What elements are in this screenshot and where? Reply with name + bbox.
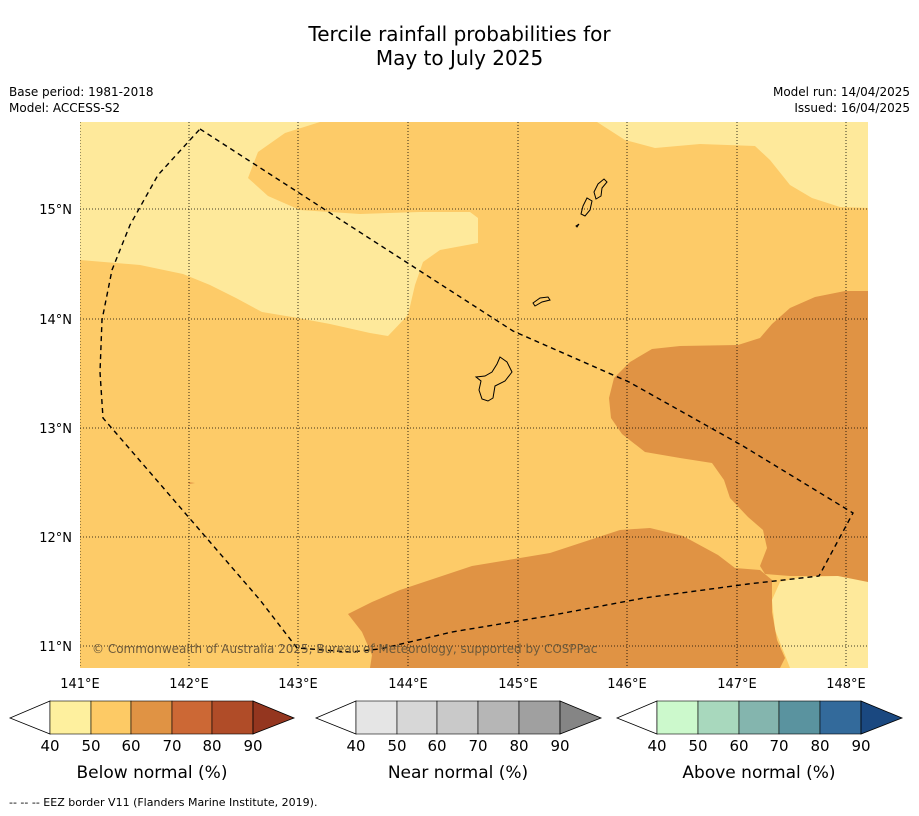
legend-tick: 90 (550, 737, 569, 755)
legend-tick: 90 (243, 737, 262, 755)
island-saipan (593, 178, 608, 200)
lat-label: 11°N (39, 640, 72, 655)
legend-above-normal: 40 50 60 70 80 90 Above normal (%) (615, 700, 904, 783)
legend-swatch (819, 700, 862, 735)
legend-swatch (171, 700, 213, 735)
legend-below-normal: 40 50 60 70 80 90 Below normal (%) (8, 700, 296, 783)
region-below-40-50-west (80, 122, 478, 336)
legend-swatch (396, 700, 438, 735)
lon-label: 146°E (607, 677, 647, 692)
region-below-60-70-east (609, 291, 868, 582)
legend-swatch (697, 700, 740, 735)
lon-label: 145°E (498, 677, 538, 692)
grid-lines (80, 122, 868, 668)
lat-label: 15°N (39, 203, 72, 218)
lon-label: 142°E (169, 677, 209, 692)
legend-tick: 60 (427, 737, 446, 755)
title-line-1: Tercile rainfall probabilities for (308, 22, 611, 46)
legend-arrow-high (559, 700, 603, 735)
legend-tick: 70 (162, 737, 181, 755)
eez-border (99, 128, 854, 653)
legend-swatch (211, 700, 254, 735)
lon-label: 148°E (826, 677, 866, 692)
meta-right: Model run: 14/04/2025 Issued: 16/04/2025 (773, 84, 910, 116)
eez-footnote: -- -- -- EEZ border V11 (Flanders Marine… (9, 796, 318, 809)
chart-title: Tercile rainfall probabilities for May t… (0, 22, 919, 70)
legend-tick: 80 (509, 737, 528, 755)
legend-swatch (90, 700, 132, 735)
legend-tick: 80 (810, 737, 829, 755)
islands (474, 178, 608, 402)
legend-tick: 50 (387, 737, 406, 755)
legend-tick: 60 (729, 737, 748, 755)
lat-label: 12°N (39, 531, 72, 546)
lon-label: 141°E (60, 677, 100, 692)
copyright-text: © Commonwealth of Australia 2025, Bureau… (92, 642, 597, 656)
legend-tick: 90 (851, 737, 870, 755)
legend-tick: 40 (346, 737, 365, 755)
island-tinian (580, 197, 593, 217)
lat-label: 13°N (39, 422, 72, 437)
legend-swatch (436, 700, 479, 735)
issued-date: Issued: 16/04/2025 (794, 101, 910, 115)
lat-axis: 15°N 14°N 13°N 12°N 11°N (39, 203, 72, 655)
legend-near-normal: 40 50 60 70 80 90 Near normal (%) (314, 700, 603, 783)
lon-label: 144°E (388, 677, 428, 692)
legend-label: Above normal (%) (682, 763, 835, 783)
legend-arrow-low (314, 700, 357, 735)
legend-arrow-high (860, 700, 904, 735)
legend-swatch (518, 700, 561, 735)
lon-axis: 141°E 142°E 143°E 144°E 145°E 146°E 147°… (60, 677, 866, 692)
legend-tick: 50 (81, 737, 100, 755)
legend-tick: 40 (647, 737, 666, 755)
legend-tick: 70 (769, 737, 788, 755)
region-below-60-70-south (348, 528, 785, 668)
legend-tick: 40 (40, 737, 59, 755)
model-name: Model: ACCESS-S2 (9, 101, 121, 115)
small-mark (188, 482, 195, 484)
island-rota (532, 296, 551, 307)
legend-swatch (49, 700, 92, 735)
title-line-2: May to July 2025 (375, 46, 544, 70)
legend-swatch (656, 700, 699, 735)
region-below-40-50-southeast (772, 576, 868, 668)
legend-swatch (130, 700, 173, 735)
lat-label: 14°N (39, 313, 72, 328)
island-guam (474, 356, 513, 402)
legend-tick: 80 (202, 737, 221, 755)
island-aguijan (575, 223, 580, 228)
legend-tick: 70 (468, 737, 487, 755)
legend-swatch (738, 700, 780, 735)
lon-label: 143°E (278, 677, 318, 692)
model-run: Model run: 14/04/2025 (772, 85, 910, 99)
legend-arrow-high (252, 700, 296, 735)
legend-swatch (355, 700, 398, 735)
legend-label: Below normal (%) (77, 763, 228, 783)
legend-swatch (477, 700, 520, 735)
meta-left: Base period: 1981-2018 Model: ACCESS-S2 (9, 84, 154, 116)
lon-label: 147°E (717, 677, 757, 692)
legend-arrow-low (8, 700, 51, 735)
region-below-40-50-northeast (597, 122, 868, 208)
legend-swatch (778, 700, 821, 735)
legend-tick: 50 (688, 737, 707, 755)
base-period: Base period: 1981-2018 (9, 85, 154, 99)
legend-arrow-low (615, 700, 658, 735)
map-panel: © Commonwealth of Australia 2025, Bureau… (80, 122, 868, 668)
legend-tick: 60 (121, 737, 140, 755)
legend-label: Near normal (%) (388, 763, 528, 783)
